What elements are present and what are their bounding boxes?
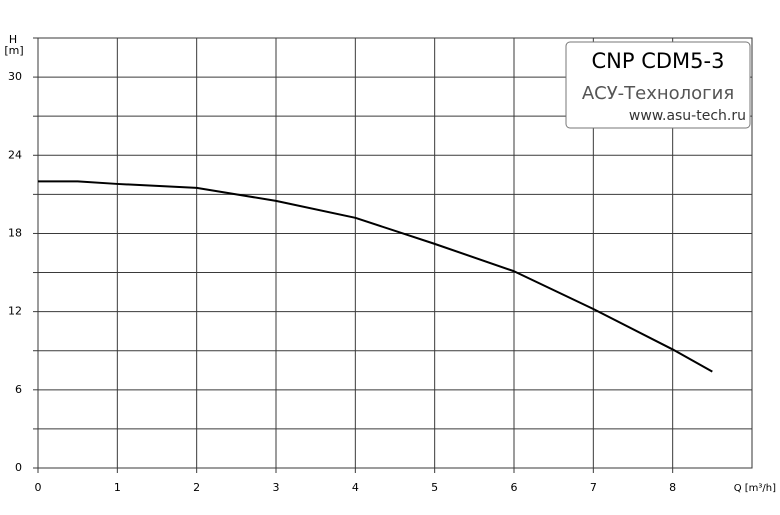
x-tick-label: 2	[193, 481, 200, 494]
x-tick-label: 8	[669, 481, 676, 494]
x-tick-label: 1	[114, 481, 121, 494]
x-tick-label: 4	[352, 481, 359, 494]
subtitle: АСУ-Технология	[582, 83, 734, 104]
y-tick-label: 30	[8, 70, 22, 83]
y-tick-label: 24	[8, 148, 22, 161]
y-tick-label: 18	[8, 226, 22, 239]
x-axis-label: Q [m³/h]	[734, 483, 776, 494]
x-tick-label: 0	[35, 481, 42, 494]
y-tick-label: 0	[15, 461, 22, 474]
x-tick-label: 3	[273, 481, 280, 494]
x-tick-label: 7	[590, 481, 597, 494]
pump-curve	[38, 180, 713, 373]
chart-title: CNP CDM5-3	[592, 49, 725, 73]
y-tick-label: 12	[8, 305, 22, 318]
y-tick-label: 6	[15, 383, 22, 396]
legend-box	[565, 41, 751, 129]
y-axis-symbol: H	[9, 33, 17, 46]
x-tick-label: 5	[431, 481, 438, 494]
source: www.asu-tech.ru	[629, 108, 746, 124]
x-tick-label: 6	[511, 481, 518, 494]
y-axis-unit: [m]	[4, 44, 23, 57]
